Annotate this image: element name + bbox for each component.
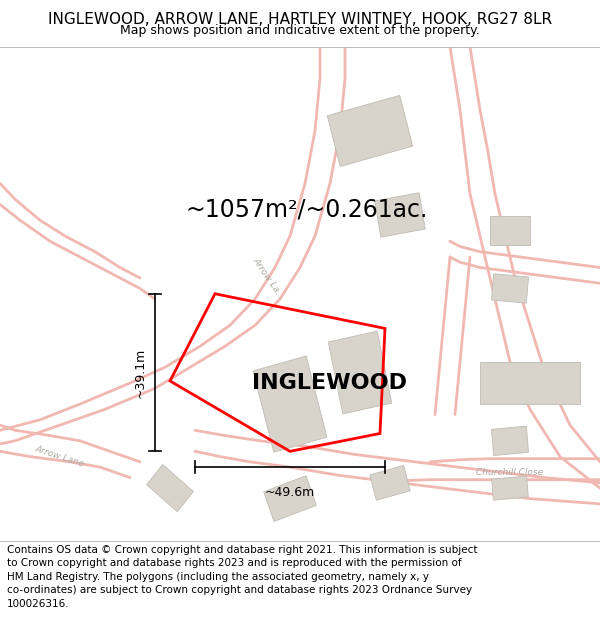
Bar <box>328 96 413 166</box>
Text: INGLEWOOD, ARROW LANE, HARTLEY WINTNEY, HOOK, RG27 8LR: INGLEWOOD, ARROW LANE, HARTLEY WINTNEY, … <box>48 12 552 27</box>
Bar <box>253 356 327 452</box>
Bar <box>370 466 410 500</box>
Text: ~39.1m: ~39.1m <box>134 348 147 398</box>
Text: Arrow La...: Arrow La... <box>250 256 286 301</box>
Text: INGLEWOOD: INGLEWOOD <box>253 373 407 393</box>
Bar <box>491 426 529 456</box>
Bar <box>264 476 316 521</box>
Bar <box>491 274 529 303</box>
Bar <box>491 476 529 500</box>
Bar <box>480 362 580 404</box>
Bar <box>375 192 425 237</box>
Text: Churchill Close: Churchill Close <box>476 468 544 477</box>
Bar <box>328 331 392 414</box>
Text: Arrow Lane: Arrow Lane <box>34 444 86 469</box>
Bar <box>146 464 193 512</box>
Text: ~49.6m: ~49.6m <box>265 486 315 499</box>
Text: ~1057m²/~0.261ac.: ~1057m²/~0.261ac. <box>185 198 427 222</box>
Text: Map shows position and indicative extent of the property.: Map shows position and indicative extent… <box>120 24 480 36</box>
Bar <box>490 216 530 246</box>
Text: Contains OS data © Crown copyright and database right 2021. This information is : Contains OS data © Crown copyright and d… <box>7 544 478 609</box>
